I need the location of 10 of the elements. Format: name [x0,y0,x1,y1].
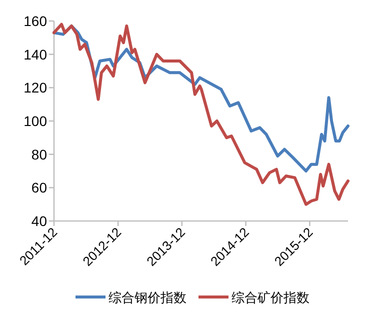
y-tick-label: 140 [24,46,48,62]
y-tick-label: 160 [24,13,48,29]
legend-label: 综合钢价指数 [108,290,186,305]
legend-label: 综合矿价指数 [232,290,310,305]
y-tick-label: 40 [31,213,48,229]
y-tick-label: 60 [31,180,48,196]
line-series [52,22,350,206]
y-tick-label: 100 [24,113,48,129]
y-tick-label: 120 [24,80,48,96]
y-tick-label: 80 [31,146,48,162]
